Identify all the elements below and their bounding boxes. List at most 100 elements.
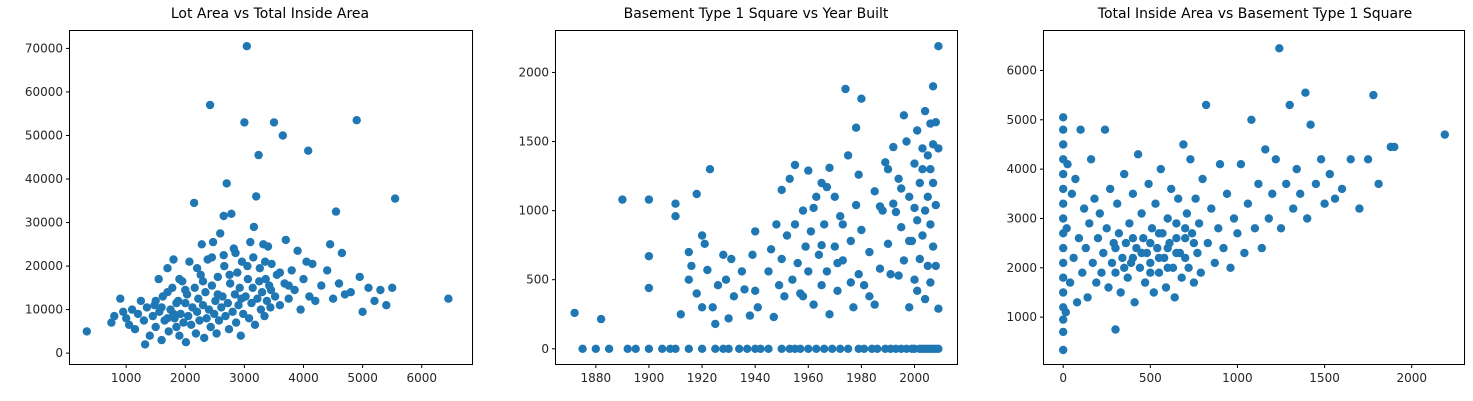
data-point — [1254, 179, 1263, 189]
data-point — [226, 279, 235, 288]
data-point — [740, 285, 749, 294]
data-point — [700, 239, 709, 248]
data-point — [253, 294, 262, 303]
data-point — [1100, 125, 1110, 134]
data-point — [727, 254, 736, 264]
data-point — [1161, 283, 1171, 292]
data-point — [122, 314, 131, 323]
data-point — [785, 174, 794, 183]
data-point — [444, 294, 453, 303]
data-point — [873, 344, 882, 353]
data-point — [1151, 199, 1160, 208]
data-point — [1240, 248, 1249, 258]
data-point — [1196, 268, 1206, 277]
data-point — [1191, 194, 1200, 203]
data-point — [194, 294, 203, 303]
data-point — [820, 344, 829, 353]
data-point — [897, 184, 906, 193]
data-point — [219, 251, 228, 260]
data-point — [1059, 258, 1068, 268]
data-point — [1198, 174, 1207, 184]
y-tick-label: 60000 — [25, 85, 63, 99]
data-point — [812, 344, 821, 353]
data-point — [934, 144, 943, 153]
data-point — [790, 220, 800, 229]
data-point — [157, 335, 166, 345]
data-point — [1325, 169, 1335, 179]
data-point — [284, 294, 293, 303]
data-point — [1146, 258, 1155, 268]
data-point — [305, 292, 314, 301]
data-point — [743, 344, 752, 353]
data-point — [1076, 125, 1085, 134]
x-axis-ticks: 1000 2000 3000 4000 5000 6000 — [111, 364, 437, 385]
data-point — [1086, 155, 1096, 164]
data-point — [254, 150, 263, 160]
data-point — [934, 344, 943, 353]
data-point — [1133, 150, 1143, 159]
data-point — [248, 283, 257, 292]
data-point — [1184, 263, 1193, 272]
data-point — [246, 237, 255, 247]
data-point — [207, 281, 217, 290]
data-point — [148, 311, 157, 321]
data-point — [1179, 140, 1188, 149]
data-point — [838, 220, 847, 229]
data-point — [705, 165, 715, 174]
data-point — [242, 42, 251, 51]
data-point — [136, 296, 146, 306]
data-point — [1120, 263, 1129, 272]
data-point — [737, 267, 747, 276]
chart-title: Total Inside Area vs Basement Type 1 Squ… — [1097, 6, 1412, 22]
data-point — [859, 344, 869, 353]
data-point — [1154, 229, 1164, 238]
data-point — [235, 283, 244, 292]
data-point — [820, 220, 829, 229]
data-point — [163, 288, 172, 297]
data-point — [262, 296, 272, 306]
data-point — [1146, 268, 1155, 277]
data-point — [1296, 189, 1305, 198]
x-axis-ticks: 0 500 1000 1500 2000 — [1059, 364, 1427, 385]
data-point — [212, 329, 221, 338]
data-point — [1285, 100, 1294, 110]
data-point — [777, 254, 786, 264]
data-point — [644, 252, 654, 261]
data-point — [1114, 229, 1124, 238]
data-point — [1257, 243, 1267, 253]
data-point — [1189, 278, 1199, 287]
data-point — [697, 303, 707, 312]
data-point — [671, 212, 680, 221]
data-point — [293, 246, 302, 255]
data-point — [1137, 248, 1146, 258]
data-point — [618, 195, 627, 204]
data-point — [790, 160, 800, 170]
y-tick-label: 1000 — [1006, 310, 1037, 324]
data-point — [857, 225, 866, 235]
data-point — [1236, 160, 1246, 169]
data-point — [216, 229, 225, 238]
data-point — [1130, 298, 1139, 307]
data-point — [1207, 204, 1216, 213]
data-point — [1113, 199, 1122, 208]
data-point — [1088, 258, 1098, 268]
data-point — [1226, 263, 1235, 272]
data-point — [923, 261, 932, 271]
data-point — [1186, 155, 1195, 164]
data-point — [894, 174, 903, 183]
data-point — [1172, 219, 1181, 228]
data-point — [197, 240, 206, 249]
data-point — [926, 220, 935, 229]
data-point — [1128, 189, 1138, 198]
data-point — [1189, 238, 1199, 248]
data-point — [223, 298, 232, 308]
x-tick-label: 3000 — [229, 371, 260, 385]
y-tick-label: 10000 — [25, 303, 63, 317]
data-point — [184, 311, 193, 321]
data-point — [830, 242, 839, 251]
subplot-total-inside-area-vs-basement-sf: Total Inside Area vs Basement Type 1 Squ… — [1006, 6, 1465, 385]
data-point — [905, 303, 914, 312]
data-point — [1059, 345, 1068, 355]
data-point — [697, 231, 707, 240]
data-point — [817, 281, 826, 290]
